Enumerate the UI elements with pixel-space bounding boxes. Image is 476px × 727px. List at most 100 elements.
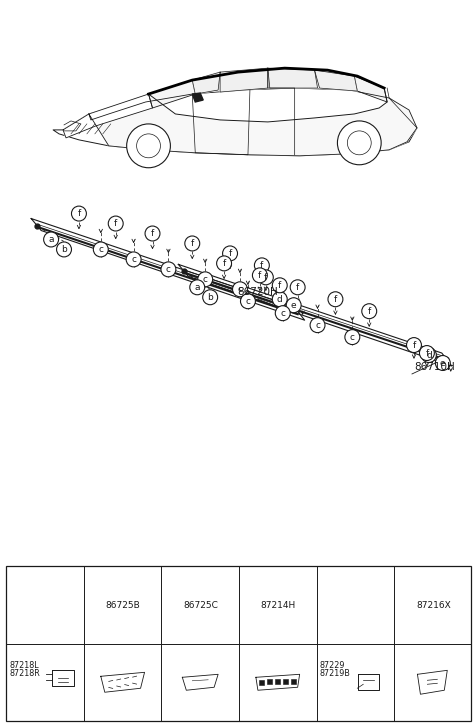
Polygon shape — [52, 670, 74, 686]
Polygon shape — [354, 76, 387, 102]
Text: c: c — [245, 297, 250, 306]
Circle shape — [222, 246, 237, 261]
Text: 86725B: 86725B — [106, 601, 140, 609]
Circle shape — [10, 598, 25, 613]
Text: a: a — [194, 283, 199, 292]
Circle shape — [93, 242, 108, 257]
Circle shape — [189, 280, 204, 294]
Polygon shape — [357, 675, 378, 690]
Polygon shape — [416, 670, 446, 694]
Circle shape — [361, 304, 376, 318]
Circle shape — [254, 258, 269, 273]
Circle shape — [87, 598, 102, 613]
Bar — [283, 679, 288, 684]
Text: 87219B: 87219B — [319, 670, 350, 678]
Polygon shape — [89, 88, 416, 156]
Circle shape — [126, 252, 141, 267]
Text: f: f — [258, 271, 261, 280]
Polygon shape — [267, 68, 317, 88]
Circle shape — [145, 226, 159, 241]
Circle shape — [406, 337, 420, 353]
Circle shape — [108, 216, 123, 231]
Text: b: b — [91, 600, 98, 610]
Circle shape — [420, 348, 436, 363]
Text: c: c — [202, 275, 207, 284]
Circle shape — [344, 329, 359, 345]
Polygon shape — [53, 88, 416, 156]
Text: d: d — [276, 294, 282, 304]
Polygon shape — [148, 68, 387, 122]
Text: c: c — [131, 255, 136, 264]
Circle shape — [327, 292, 342, 307]
Text: 87218R: 87218R — [10, 670, 40, 678]
Text: f: f — [190, 239, 193, 248]
Circle shape — [127, 124, 170, 168]
Polygon shape — [148, 80, 195, 108]
Bar — [259, 680, 264, 685]
Text: e: e — [324, 600, 330, 610]
Text: c: c — [166, 265, 170, 274]
Circle shape — [43, 232, 59, 247]
Text: e: e — [439, 358, 445, 368]
Text: d: d — [425, 350, 431, 360]
Text: f: f — [222, 259, 225, 268]
Text: f: f — [411, 340, 415, 350]
Bar — [290, 678, 296, 683]
Circle shape — [242, 598, 257, 613]
Circle shape — [184, 236, 199, 251]
Text: f: f — [260, 261, 263, 270]
Circle shape — [272, 292, 287, 307]
Polygon shape — [192, 72, 219, 94]
Text: b: b — [61, 245, 67, 254]
Text: f: f — [367, 307, 370, 316]
Text: c: c — [349, 332, 354, 342]
Circle shape — [216, 256, 231, 271]
Circle shape — [198, 272, 212, 286]
Text: a: a — [14, 600, 20, 610]
Circle shape — [397, 598, 412, 613]
Circle shape — [289, 280, 305, 294]
Text: f: f — [114, 219, 117, 228]
Text: 86720H: 86720H — [237, 287, 278, 297]
Text: b: b — [207, 293, 213, 302]
Circle shape — [258, 270, 273, 285]
Text: d: d — [247, 600, 252, 610]
Text: 87216X: 87216X — [415, 601, 450, 609]
Circle shape — [286, 298, 300, 313]
Circle shape — [319, 598, 334, 613]
Bar — [275, 679, 280, 684]
Circle shape — [71, 206, 86, 221]
Polygon shape — [219, 68, 267, 92]
Text: 86725C: 86725C — [183, 601, 218, 609]
Text: f: f — [425, 348, 427, 358]
Circle shape — [337, 121, 380, 165]
Text: f: f — [333, 294, 337, 304]
Text: f: f — [403, 600, 406, 610]
Text: a: a — [48, 235, 54, 244]
Polygon shape — [31, 219, 304, 320]
Circle shape — [232, 282, 247, 297]
Polygon shape — [182, 675, 218, 690]
Bar — [267, 680, 272, 684]
Circle shape — [202, 290, 217, 305]
Text: f: f — [77, 209, 80, 218]
Polygon shape — [100, 672, 144, 692]
Text: 87214H: 87214H — [260, 601, 296, 609]
Text: 87229: 87229 — [319, 662, 344, 670]
Text: e: e — [290, 301, 296, 310]
Circle shape — [272, 278, 287, 293]
Polygon shape — [135, 138, 161, 147]
Polygon shape — [192, 93, 203, 102]
Circle shape — [240, 294, 255, 309]
Circle shape — [309, 318, 324, 333]
Polygon shape — [255, 675, 299, 690]
Circle shape — [435, 356, 449, 371]
Text: c: c — [314, 321, 319, 329]
Polygon shape — [314, 70, 357, 91]
Text: f: f — [150, 229, 154, 238]
Circle shape — [57, 242, 71, 257]
Text: c: c — [98, 245, 103, 254]
Polygon shape — [178, 265, 451, 366]
Text: c: c — [237, 285, 242, 294]
Polygon shape — [63, 94, 152, 138]
